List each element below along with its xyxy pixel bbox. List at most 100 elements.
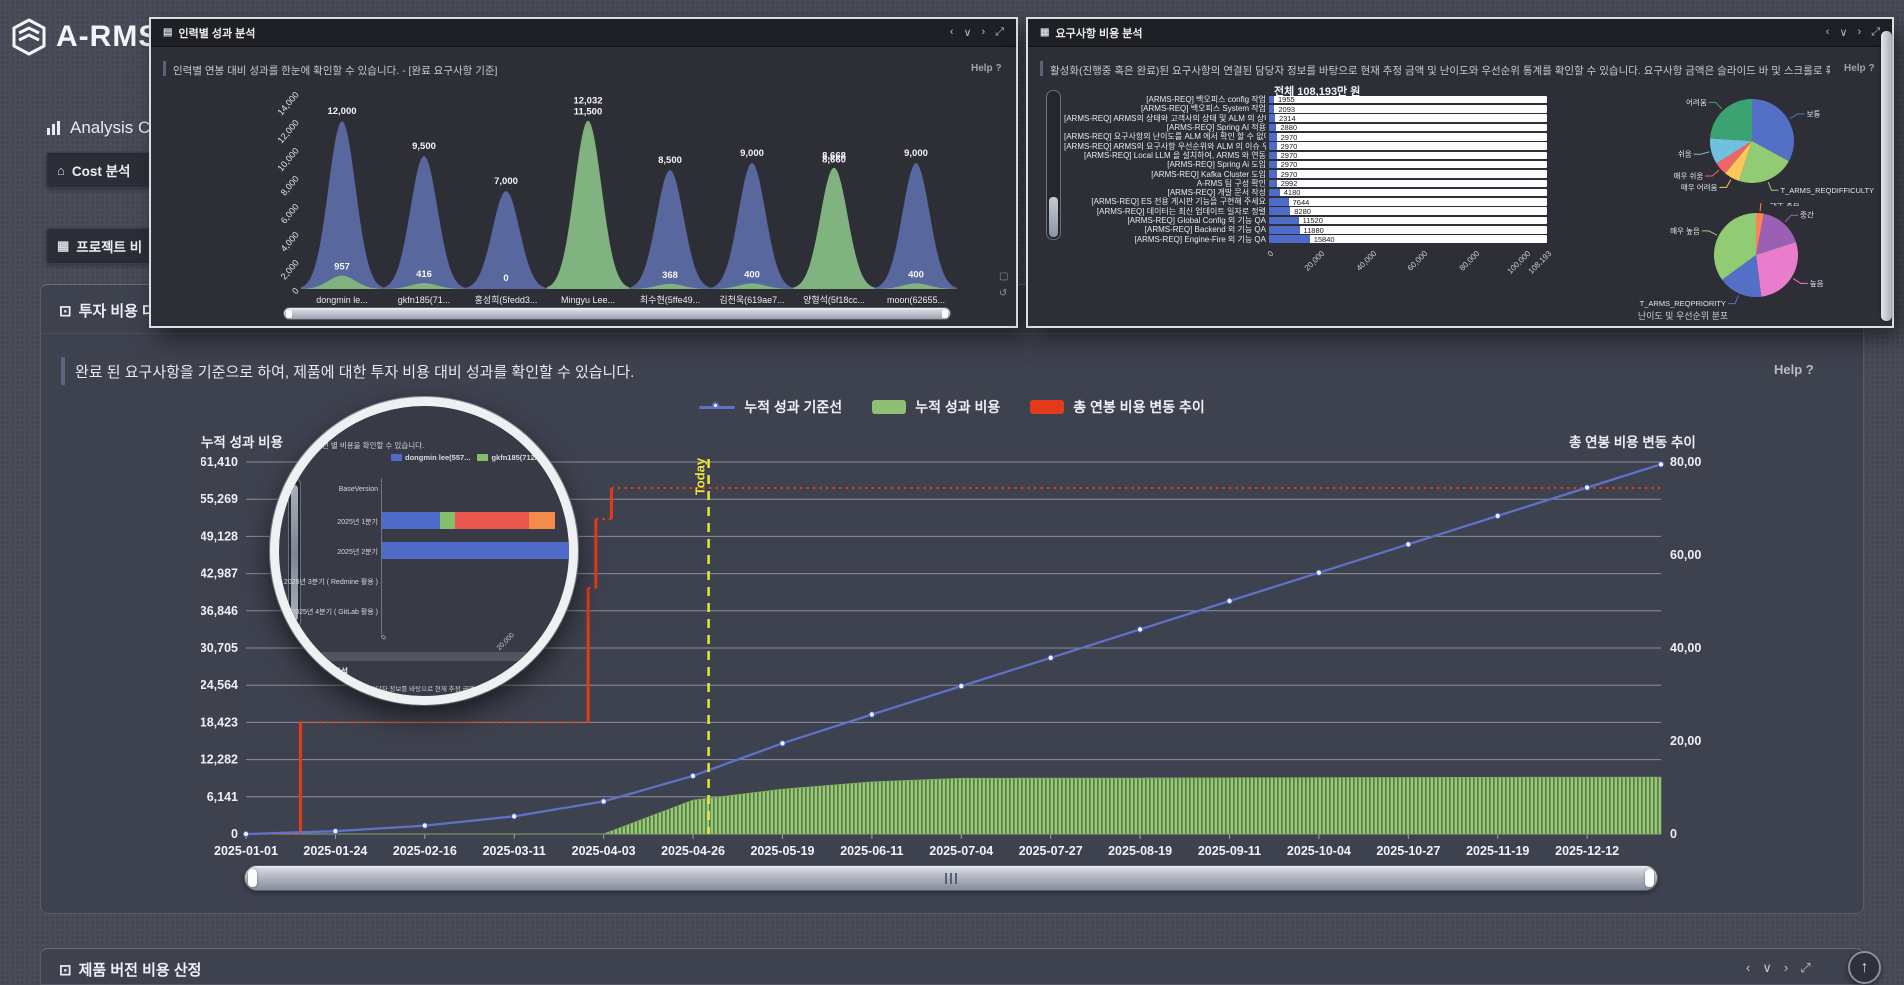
x-axis-tick: 60,000	[1405, 249, 1430, 273]
magnifier-lens[interactable]: 버전 별 비용을 확인할 수 있습니다. dongmin lee(557... g…	[270, 397, 578, 705]
collapse-down-icon[interactable]: ∨	[963, 27, 972, 39]
requirement-bar-fill	[1269, 235, 1310, 243]
personnel-panel-header[interactable]: ▤ 인력별 성과 분석 ‹ ∨ › ⤢	[151, 19, 1016, 47]
requirement-bar-row[interactable]: [ARMS-REQ] Spring Ai 도입 2970	[1064, 160, 1584, 169]
pie-slice	[1710, 138, 1752, 164]
requirement-bar-row[interactable]: [ARMS-REQ] ES 전용 게시판 기능을 구현해 주세요 7644	[1064, 197, 1584, 207]
requirement-bar-row[interactable]: [ARMS-REQ] ARMS의 상태와 고객사의 상태 및 ALM 의 상태를…	[1064, 114, 1584, 123]
app-logo[interactable]: A-RMS	[10, 18, 159, 56]
requirement-bar-row[interactable]: [ARMS-REQ] Local LLM 을 설치하여, ARMS 와 연동 29…	[1064, 151, 1584, 160]
requirements-panel-header[interactable]: ▦ 요구사항 비용 분석 ‹ ∨ › ⤢	[1028, 19, 1892, 47]
requirement-bar-track: 2992	[1269, 179, 1547, 188]
sidebar-item-project[interactable]: ▦ 프로젝트 비	[46, 228, 158, 264]
scrollbar-right-cap[interactable]	[1645, 869, 1654, 887]
line-marker	[1405, 541, 1412, 548]
chart-range-scrollbar[interactable]	[244, 865, 1658, 891]
expand-icon[interactable]: ⤢	[995, 26, 1004, 38]
requirement-bar-row[interactable]: A-RMS 팀 구성 확인 2992	[1064, 179, 1584, 188]
expand-icon[interactable]: ⤢	[1871, 26, 1880, 38]
investment-chart[interactable]: 0 6,141 12,282 18,423 24,564 30,705 36,846 42,9…	[201, 451, 1701, 861]
collapse-right-icon[interactable]: ›	[1783, 960, 1789, 975]
category-label: 2025년 1분기	[337, 519, 378, 526]
requirement-bar-row[interactable]: [ARMS-REQ] 백오피스 System 작업 2093	[1064, 104, 1584, 114]
panel-vertical-scrollbar[interactable]	[1881, 31, 1892, 321]
collapse-right-icon[interactable]: ›	[981, 26, 986, 38]
line-marker	[1136, 626, 1144, 633]
frame-icon[interactable]: ▢	[999, 271, 1009, 282]
requirements-vertical-slider[interactable]	[1046, 90, 1061, 240]
requirement-bar-track: 2314	[1269, 114, 1547, 123]
pie-label-leader	[1708, 101, 1723, 110]
sidebar-item-cost[interactable]: ⌂ Cost 분석	[46, 152, 158, 188]
collapse-down-icon[interactable]: ∨	[1839, 27, 1848, 39]
requirement-label: [ARMS-REQ] 요구사항의 난이도를 ALM 에서 확인 할 수 없어서.…	[1064, 132, 1266, 142]
requirement-bar-row[interactable]: [ARMS-REQ] 백오피스 config 작업 1955	[1064, 95, 1584, 104]
requirement-bar-row[interactable]: [ARMS-REQ] ARMS의 요구사항 우선순위와 ALM 의 이슈 우선순…	[1064, 141, 1584, 151]
help-link[interactable]: Help ?	[971, 63, 1002, 74]
requirement-bar-row[interactable]: [ARMS-REQ] Global Config 외 기능 QA 11520	[1064, 216, 1584, 225]
scrollbar-grip[interactable]	[945, 873, 957, 884]
legend-marker-dot	[712, 401, 720, 409]
magnified-note: 버전 별 비용을 확인할 수 있습니다.	[315, 441, 425, 450]
pie-slice	[1713, 212, 1756, 280]
slider-thumb[interactable]	[1049, 197, 1058, 237]
expand-icon[interactable]: ⤢	[1800, 960, 1811, 975]
collapse-right-icon[interactable]: ›	[1857, 26, 1862, 38]
requirement-bar-row[interactable]: [ARMS-REQ] Spring AI 적용 2880	[1064, 123, 1584, 132]
requirement-value-label: 8280	[1294, 206, 1311, 216]
collapse-left-icon[interactable]: ‹	[1746, 960, 1751, 975]
requirement-bar-track: 2970	[1269, 133, 1547, 142]
legend-item[interactable]: 누적 성과 비용	[872, 397, 1000, 417]
performance-curve	[875, 283, 957, 289]
personnel-chart-scrollbar[interactable]	[283, 307, 951, 320]
person-label: 양형석(5f18cc...	[803, 295, 865, 305]
collapse-down-icon[interactable]: ∨	[1762, 960, 1772, 975]
legend-swatch	[558, 454, 569, 461]
requirement-bar-row[interactable]: [ARMS-REQ] 데이터는 최신 업데이트 일자로 정렬 8280	[1064, 207, 1584, 216]
requirements-panel[interactable]: ▦ 요구사항 비용 분석 ‹ ∨ › ⤢ 활성화(진행중 혹은 완료)된 요구사…	[1026, 17, 1894, 328]
collapse-left-icon[interactable]: ‹	[1825, 26, 1830, 38]
pie-slice	[1716, 141, 1752, 174]
pie-slice	[1756, 213, 1796, 255]
requirement-bar-fill	[1269, 207, 1291, 215]
legend-item[interactable]: 총 연봉 비용 변동 추이	[1030, 397, 1205, 417]
legend-label: gkfn185(712/20...	[491, 453, 552, 462]
performance-curve	[547, 121, 629, 289]
requirement-label: [ARMS-REQ] ARMS의 상태와 고객사의 상태 및 ALM 의 상태를…	[1064, 113, 1266, 123]
legend-label: 누적 성과 비용	[915, 399, 1001, 415]
requirement-bar-row[interactable]: [ARMS-REQ] Engine-Fire 외 기능 QA 15840	[1064, 234, 1584, 244]
scroll-to-top-button[interactable]: ↑	[1848, 951, 1881, 984]
category-label: BaseVersion	[338, 486, 378, 493]
hexagon-logo-icon	[12, 18, 46, 56]
restore-icon[interactable]: ↺	[999, 288, 1008, 299]
requirement-value-label: 2970	[1280, 160, 1298, 170]
requirement-label: [ARMS-REQ] 백오피스 System 작업	[1140, 104, 1266, 114]
collapse-left-icon[interactable]: ‹	[949, 26, 954, 38]
requirement-bar-row[interactable]: [ARMS-REQ] 요구사항의 난이도를 ALM 에서 확인 할 수 없어서.…	[1064, 132, 1584, 142]
help-link[interactable]: Help ?	[1844, 63, 1875, 74]
chart-legend[interactable]: 누적 성과 기준선 누적 성과 비용 총 연봉 비용 변동 추이	[41, 397, 1863, 417]
line-marker	[511, 813, 518, 820]
requirement-bar-row[interactable]: [ARMS-REQ] 개발 문서 작성 4180	[1064, 188, 1584, 197]
requirement-bar-track: 11880	[1269, 226, 1547, 235]
pie-label-leader	[1789, 113, 1805, 120]
help-link[interactable]: Help ?	[1774, 362, 1814, 377]
scrollbar-right-cap[interactable]	[942, 310, 948, 318]
legend-item[interactable]: 누적 성과 기준선	[699, 397, 842, 417]
scrollbar-left-cap[interactable]	[248, 869, 257, 887]
requirement-bar-row[interactable]: [ARMS-REQ] Backend 외 기능 QA 11880	[1064, 225, 1584, 235]
date-tick: 2025-12-12	[1555, 844, 1619, 858]
priority-pie-chart[interactable]: 매우 낮음중간높음 T_ARMS_REQPRIORITY 매우 높음	[1634, 203, 1894, 315]
scrollbar-left-cap[interactable]	[286, 310, 292, 318]
pie-label-leader	[1719, 179, 1732, 188]
legend-box-swatch	[872, 400, 907, 414]
requirement-bar-row[interactable]: [ARMS-REQ] Kafka Cluster 도입 2970	[1064, 169, 1584, 179]
arrow-up-icon: ↑	[1860, 958, 1869, 976]
requirement-value-label: 2970	[1280, 151, 1298, 161]
personnel-panel[interactable]: ▤ 인력별 성과 분석 ‹ ∨ › ⤢ 인력별 연봉 대비 성과를 한눈에 확인…	[149, 17, 1018, 328]
panel-controls: ‹ ∨ › ⤢	[950, 26, 1004, 39]
requirements-bar-chart[interactable]: [ARMS-REQ] 백오피스 config 작업 1955 [ARMS-REQ] …	[1064, 95, 1584, 244]
curve-value-label: 9,000	[904, 148, 928, 159]
